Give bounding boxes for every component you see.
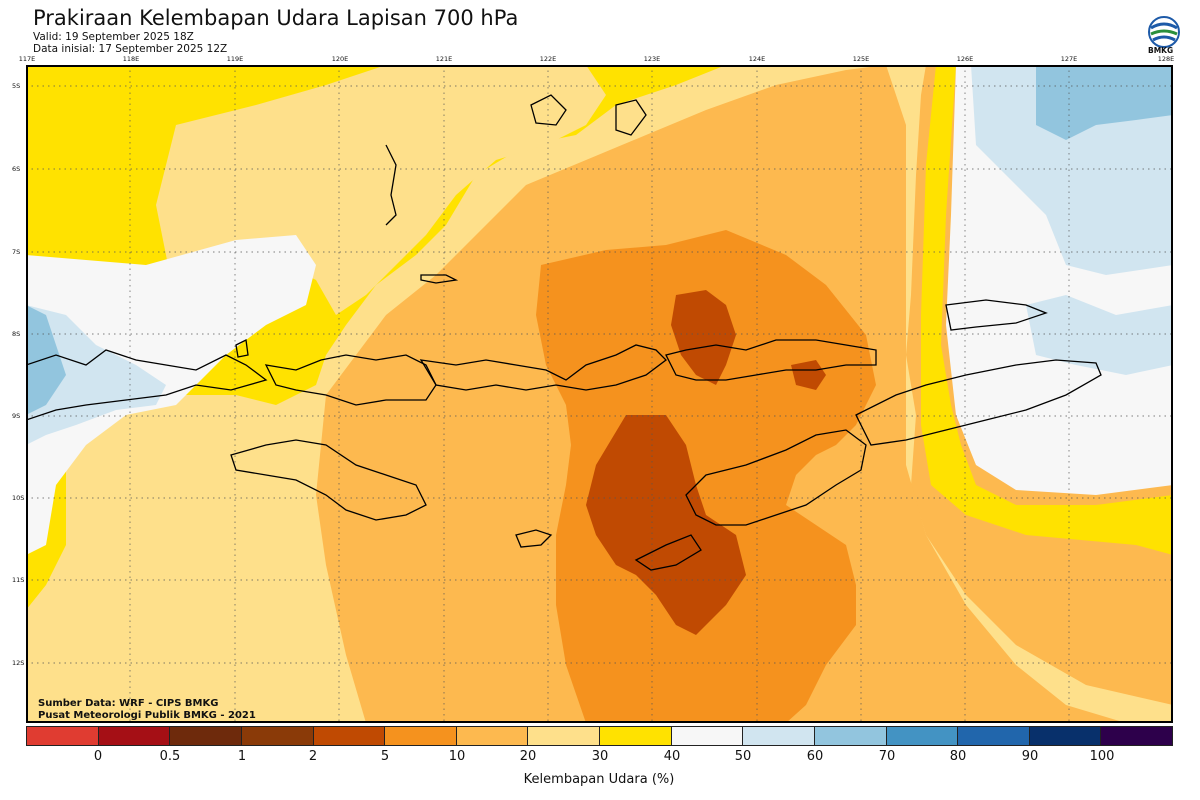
colorbar-label: 60 bbox=[806, 749, 824, 764]
colorbar-label: 50 bbox=[734, 749, 752, 764]
colorbar-label: 2 bbox=[308, 749, 318, 764]
colorbar-label: 70 bbox=[878, 749, 896, 764]
graticule bbox=[26, 65, 1173, 723]
colorbar-label: 40 bbox=[663, 749, 681, 764]
lon-label: 122E bbox=[539, 55, 557, 63]
lat-label: 12S bbox=[12, 659, 25, 667]
colorbar-title: Kelembapan Udara (%) bbox=[523, 772, 675, 787]
humidity-zone-70-80-west bbox=[26, 305, 66, 415]
initial-time: Data inisial: 17 September 2025 12Z bbox=[33, 43, 228, 55]
colorbar-label: 5 bbox=[380, 749, 390, 764]
lon-label: 126E bbox=[956, 55, 974, 63]
colorbar-swatch bbox=[170, 727, 242, 745]
colorbar-swatch bbox=[743, 727, 815, 745]
colorbar-swatch bbox=[528, 727, 600, 745]
humidity-zone-50-60-west bbox=[26, 235, 316, 555]
humidity-zone-10-20 bbox=[536, 230, 876, 723]
map-frame bbox=[26, 65, 1173, 723]
lat-label: 7S bbox=[12, 248, 21, 256]
map-title: Prakiraan Kelembapan Udara Lapisan 700 h… bbox=[33, 6, 519, 30]
colorbar-swatch bbox=[1101, 727, 1172, 745]
colorbar bbox=[26, 726, 1173, 746]
coastlines bbox=[26, 94, 1102, 571]
lat-label: 5S bbox=[12, 82, 21, 90]
humidity-zone-5-10-south bbox=[586, 415, 746, 635]
lon-label: 119E bbox=[226, 55, 244, 63]
humidity-zone-40-50-east bbox=[921, 65, 1173, 555]
colorbar-swatch bbox=[456, 727, 529, 745]
data-source-credit: Sumber Data: WRF - CIPS BMKG bbox=[38, 698, 219, 709]
lon-label: 121E bbox=[435, 55, 453, 63]
lon-label: 118E bbox=[122, 55, 140, 63]
humidity-zone-60-70-east2 bbox=[1026, 295, 1173, 375]
humidity-zone-70-80-east bbox=[1036, 65, 1173, 140]
colorbar-swatch bbox=[958, 727, 1030, 745]
lat-label: 11S bbox=[12, 576, 25, 584]
colorbar-label: 0.5 bbox=[159, 749, 181, 764]
lon-label: 117E bbox=[18, 55, 36, 63]
colorbar-label: 80 bbox=[949, 749, 967, 764]
bmkg-logo-text: BMKG bbox=[1148, 46, 1174, 55]
colorbar-label: 100 bbox=[1089, 749, 1115, 764]
lat-label: 6S bbox=[12, 165, 21, 173]
colorbar-swatch bbox=[241, 727, 314, 745]
lon-label: 124E bbox=[748, 55, 766, 63]
colorbar-swatch bbox=[886, 727, 959, 745]
colorbar-swatch bbox=[814, 727, 887, 745]
colorbar-label: 30 bbox=[591, 749, 609, 764]
bmkg-logo-icon bbox=[1148, 16, 1180, 48]
colorbar-swatch bbox=[98, 727, 171, 745]
colorbar-swatch bbox=[600, 727, 672, 745]
lon-label: 127E bbox=[1060, 55, 1078, 63]
publisher-credit: Pusat Meteorologi Publik BMKG - 2021 bbox=[38, 710, 256, 721]
colorbar-swatch bbox=[671, 727, 744, 745]
colorbar-label: 90 bbox=[1021, 749, 1039, 764]
colorbar-swatch bbox=[385, 727, 457, 745]
colorbar-label: 10 bbox=[448, 749, 466, 764]
lon-label: 123E bbox=[643, 55, 661, 63]
colorbar-label: 0 bbox=[93, 749, 103, 764]
humidity-zone-60-70-west bbox=[26, 305, 166, 445]
colorbar-label: 20 bbox=[519, 749, 537, 764]
colorbar-swatch bbox=[27, 727, 99, 745]
humidity-zone-5-10-east bbox=[791, 360, 826, 390]
lat-label: 9S bbox=[12, 412, 21, 420]
humidity-map[interactable] bbox=[26, 65, 1173, 723]
lat-label: 8S bbox=[12, 330, 21, 338]
lat-label: 10S bbox=[12, 494, 25, 502]
colorbar-label: 1 bbox=[237, 749, 247, 764]
lon-label: 120E bbox=[331, 55, 349, 63]
colorbar-swatch bbox=[1029, 727, 1102, 745]
lon-label: 125E bbox=[852, 55, 870, 63]
colorbar-swatch bbox=[313, 727, 386, 745]
humidity-zone-5-10-north bbox=[671, 290, 736, 385]
lon-label: 128E bbox=[1157, 55, 1175, 63]
valid-time: Valid: 19 September 2025 18Z bbox=[33, 31, 194, 43]
